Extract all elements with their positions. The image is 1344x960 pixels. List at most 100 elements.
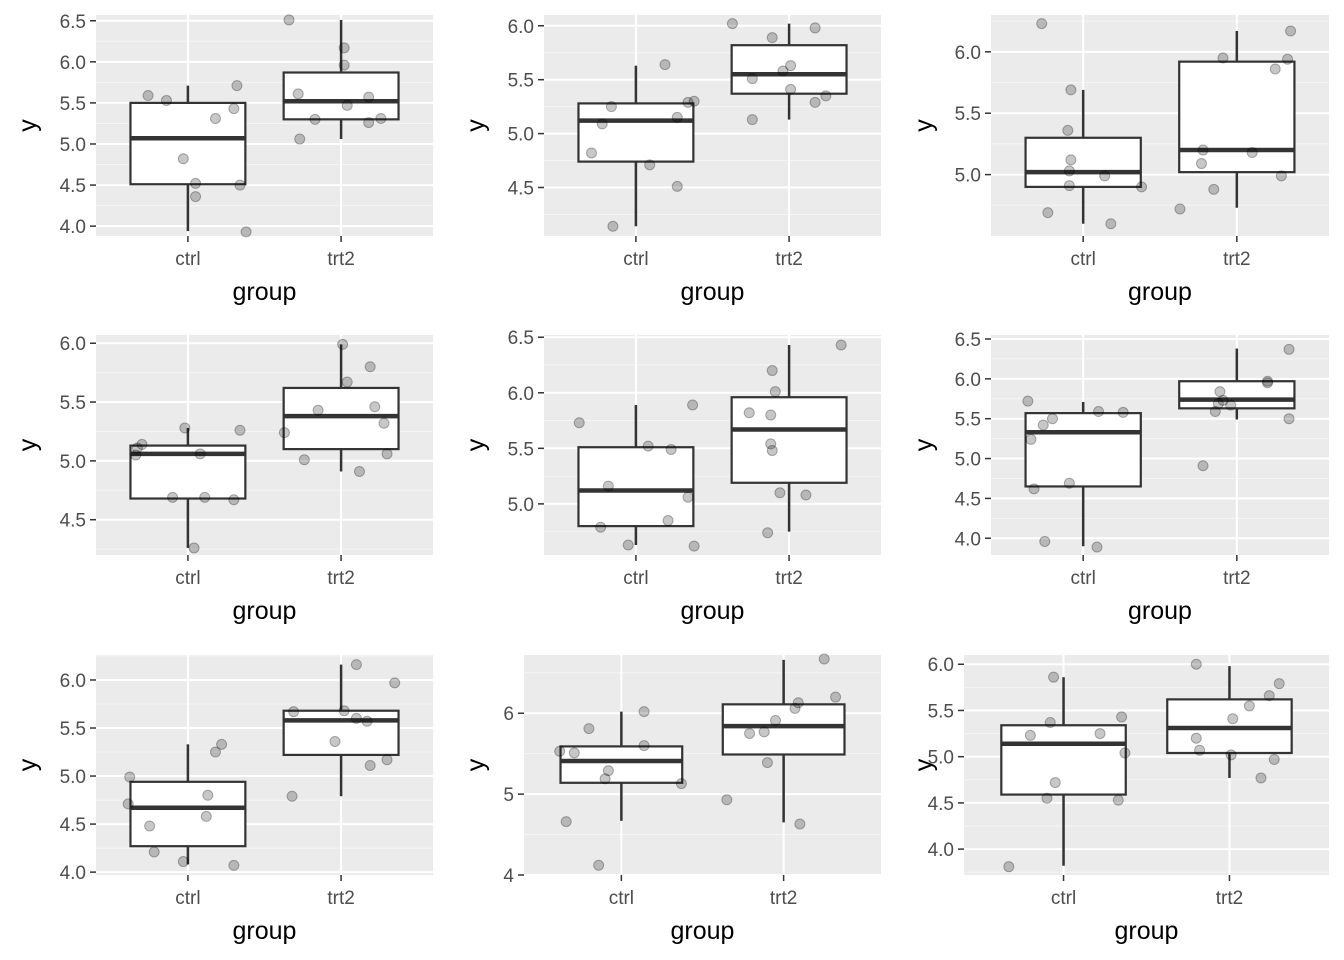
data-point — [1024, 729, 1036, 741]
y-tick-label: 6.0 — [508, 384, 534, 405]
data-point — [234, 179, 246, 191]
x-axis-title: group — [233, 278, 297, 306]
y-tick-label: 6.0 — [928, 655, 954, 676]
y-tick-label: 6.0 — [60, 671, 86, 692]
data-point — [687, 399, 699, 411]
data-point — [835, 339, 847, 351]
data-point — [794, 818, 806, 830]
box-ctrl — [1024, 401, 1142, 547]
data-point — [1048, 671, 1060, 683]
data-point — [638, 740, 650, 752]
x-tick-label: ctrl — [1051, 888, 1076, 909]
box-body — [282, 71, 400, 121]
data-point — [1063, 180, 1075, 192]
x-tick-label: ctrl — [609, 888, 634, 909]
data-point — [585, 147, 597, 159]
y-tick-label: 5.0 — [60, 767, 86, 788]
data-point — [1063, 477, 1075, 489]
data-point — [1091, 541, 1103, 553]
data-point — [1136, 181, 1148, 193]
data-point — [1262, 375, 1274, 387]
data-point — [770, 715, 782, 727]
data-point — [194, 448, 206, 460]
y-tick-label: 6.5 — [955, 330, 981, 351]
y-tick-label: 4.0 — [60, 217, 86, 238]
data-point — [1039, 535, 1051, 547]
y-tick-label: 5.5 — [60, 719, 86, 740]
y-tick-label: 5.0 — [60, 135, 86, 156]
data-point — [662, 515, 674, 527]
x-tick-label: ctrl — [1071, 249, 1096, 270]
y-tick-label: 6.0 — [508, 17, 534, 38]
box-trt2 — [1178, 30, 1296, 208]
box-body — [282, 386, 400, 451]
data-point — [278, 427, 290, 439]
y-axis-title: y — [910, 438, 938, 451]
data-point — [216, 738, 228, 750]
data-point — [605, 101, 617, 113]
box-body — [282, 709, 400, 757]
y-axis-title: y — [462, 758, 490, 771]
y-axis-title: y — [462, 119, 490, 132]
data-point — [1093, 406, 1105, 418]
x-axis-title: group — [233, 597, 297, 625]
box-body — [730, 396, 848, 484]
box-body — [1024, 136, 1142, 188]
data-point — [1282, 53, 1294, 65]
data-point — [1174, 203, 1186, 215]
data-point — [228, 494, 240, 506]
y-tick-label: 5.5 — [60, 94, 86, 115]
box-body — [730, 44, 848, 95]
data-point — [341, 99, 353, 111]
box-ctrl — [559, 711, 684, 821]
data-point — [642, 440, 654, 452]
x-tick-label: trt2 — [1216, 888, 1243, 909]
y-tick-label: 5.0 — [508, 125, 534, 146]
panel-2: 4.5 5.0 5.5 6.0 ctrl trt2 group y — [462, 15, 881, 306]
data-point — [792, 697, 804, 709]
x-tick-label: ctrl — [623, 249, 648, 270]
box-body — [129, 780, 247, 848]
data-point — [177, 153, 189, 165]
data-point — [1022, 395, 1034, 407]
data-point — [190, 177, 202, 189]
data-point — [294, 133, 306, 145]
box-body — [559, 745, 684, 784]
data-point — [375, 113, 387, 125]
data-point — [1285, 25, 1297, 37]
data-point — [1049, 777, 1061, 789]
box-trt2 — [721, 659, 846, 823]
x-tick-label: trt2 — [327, 888, 354, 909]
y-tick-label: 4.5 — [60, 815, 86, 836]
data-point — [688, 95, 700, 107]
x-tick-label: trt2 — [770, 888, 797, 909]
y-axis-title: y — [14, 438, 42, 451]
box-ctrl — [1000, 677, 1127, 866]
panel-8: 4 5 6 ctrl trt2 group y — [462, 653, 881, 945]
data-point — [1283, 343, 1295, 355]
data-point — [148, 846, 160, 858]
y-tick-label: 6.0 — [60, 53, 86, 74]
data-point — [1269, 63, 1281, 75]
panel-1: 4.0 4.5 5.0 5.5 6.0 6.5 ctrl trt2 group y — [14, 12, 433, 306]
x-axis-title: group — [671, 917, 735, 945]
y-tick-label: 5.0 — [955, 450, 981, 471]
data-point — [568, 747, 580, 759]
y-tick-label: 4.5 — [60, 511, 86, 532]
data-point — [1119, 747, 1131, 759]
y-tick-label: 5.5 — [928, 701, 954, 722]
data-point — [1246, 147, 1258, 159]
data-point — [337, 338, 349, 350]
data-point — [1036, 18, 1048, 30]
y-tick-label: 6.0 — [60, 334, 86, 355]
data-point — [1263, 690, 1275, 702]
y-tick-label: 4.5 — [955, 489, 981, 510]
data-point — [1209, 406, 1221, 418]
data-point — [602, 480, 614, 492]
box-body — [129, 101, 247, 186]
data-point — [363, 117, 375, 129]
data-point — [809, 22, 821, 34]
x-tick-label: ctrl — [623, 568, 648, 589]
data-point — [671, 111, 683, 123]
data-point — [830, 691, 842, 703]
